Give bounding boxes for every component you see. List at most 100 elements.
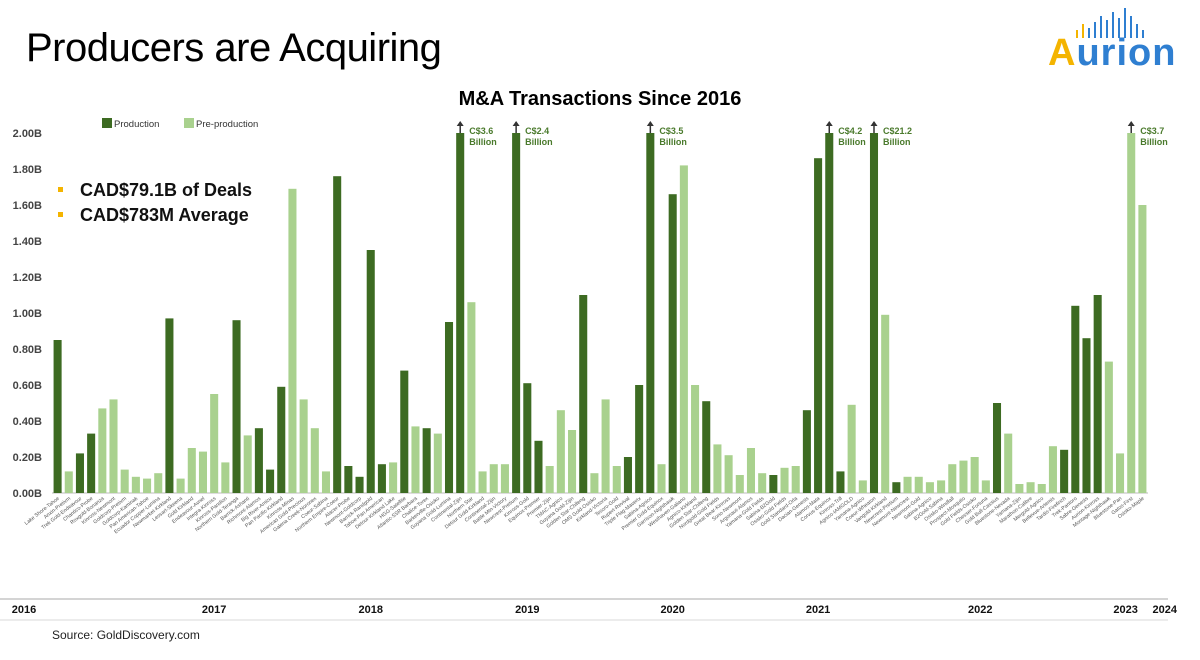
y-tick-label: 2.00B	[13, 128, 42, 140]
bar	[75, 453, 84, 493]
legend-swatch	[184, 118, 194, 128]
bar	[1048, 446, 1057, 493]
chart-title: M&A Transactions Since 2016	[458, 88, 742, 110]
y-tick-label: 1.20B	[13, 272, 42, 284]
logo-text: Aurion	[1048, 32, 1177, 74]
bullet-icon	[58, 187, 63, 192]
bar	[556, 410, 565, 493]
year-label: 2017	[202, 604, 226, 616]
bar	[467, 302, 476, 493]
logo-bars-icon	[1076, 8, 1144, 38]
bar	[1071, 305, 1080, 493]
bar	[109, 399, 118, 493]
source-note: Source: GoldDiscovery.com	[52, 628, 200, 642]
bar	[791, 466, 800, 493]
year-label: 2020	[660, 604, 684, 616]
bar	[333, 176, 342, 493]
bar	[679, 165, 688, 493]
bar	[903, 476, 912, 493]
annotation-label: C$4.2	[838, 126, 862, 136]
year-label: 2024	[1153, 604, 1178, 616]
arrow-head-icon	[646, 121, 654, 126]
annotation-label: C$2.4	[525, 126, 549, 136]
legend-swatch	[102, 118, 112, 128]
bar	[914, 476, 923, 493]
y-tick-label: 0.60B	[13, 380, 42, 392]
bar	[53, 340, 62, 493]
bar	[489, 464, 498, 493]
annotation-label: C$3.6	[469, 126, 493, 136]
bar	[310, 428, 319, 493]
bar	[176, 478, 185, 493]
bar	[925, 482, 934, 493]
bar	[724, 455, 733, 493]
bar	[422, 428, 431, 493]
bar	[858, 480, 867, 493]
bar	[366, 250, 375, 493]
y-tick-label: 1.00B	[13, 308, 42, 320]
arrow-head-icon	[456, 121, 464, 126]
bar	[254, 428, 263, 493]
bar	[344, 466, 353, 493]
arrow-head-icon	[512, 121, 520, 126]
annotation-label: Billion	[659, 137, 687, 147]
bar	[1060, 449, 1069, 493]
bar	[243, 435, 252, 493]
annotation-label: C$3.5	[659, 126, 683, 136]
legend-label: Pre-production	[196, 119, 258, 130]
y-tick-label: 1.60B	[13, 200, 42, 212]
bar	[881, 314, 890, 493]
bar	[456, 133, 465, 493]
arrow-head-icon	[1127, 121, 1135, 126]
stat-average-deal: CAD$783M Average	[58, 205, 252, 230]
bar	[433, 433, 442, 493]
bar	[299, 399, 308, 493]
annotation-label: C$21.2	[883, 126, 912, 136]
bar	[210, 394, 219, 493]
annotation-label: Billion	[883, 137, 911, 147]
y-tick-label: 1.80B	[13, 164, 42, 176]
bar	[1104, 361, 1113, 493]
bar	[165, 318, 174, 493]
bar	[1093, 295, 1102, 493]
bar	[389, 462, 398, 493]
year-label: 2016	[12, 604, 36, 616]
bar	[377, 464, 386, 493]
bar	[266, 469, 275, 493]
bar	[713, 444, 722, 493]
bar	[98, 408, 107, 493]
bar	[1026, 482, 1035, 493]
bar	[478, 471, 487, 493]
y-tick-label: 0.00B	[13, 488, 42, 500]
bar	[869, 133, 879, 493]
bar	[802, 410, 811, 493]
bar	[143, 478, 152, 493]
bar	[198, 451, 207, 493]
bar	[1127, 133, 1136, 493]
bar	[523, 383, 532, 493]
annotation-label: Billion	[838, 137, 866, 147]
y-tick-label: 1.40B	[13, 236, 42, 248]
annotation-label: C$3.7	[1140, 126, 1164, 136]
bar	[635, 385, 644, 493]
legend-label: Production	[114, 119, 159, 130]
year-label: 2021	[806, 604, 830, 616]
bar	[623, 457, 632, 493]
bar	[1015, 484, 1024, 493]
stat-text: CAD$783M Average	[80, 205, 249, 225]
bar	[545, 466, 554, 493]
bar	[780, 467, 789, 493]
bar	[87, 433, 96, 493]
stat-total-deals: CAD$79.1B of Deals	[58, 180, 252, 205]
bar	[1082, 338, 1091, 493]
annotation-label: Billion	[525, 137, 553, 147]
bar	[221, 462, 230, 493]
bar	[321, 471, 331, 493]
annotation-label: Billion	[1140, 137, 1168, 147]
bar	[500, 464, 509, 493]
y-tick-label: 0.80B	[13, 344, 42, 356]
bar	[444, 322, 454, 493]
bar	[601, 399, 610, 493]
bar	[992, 403, 1002, 493]
